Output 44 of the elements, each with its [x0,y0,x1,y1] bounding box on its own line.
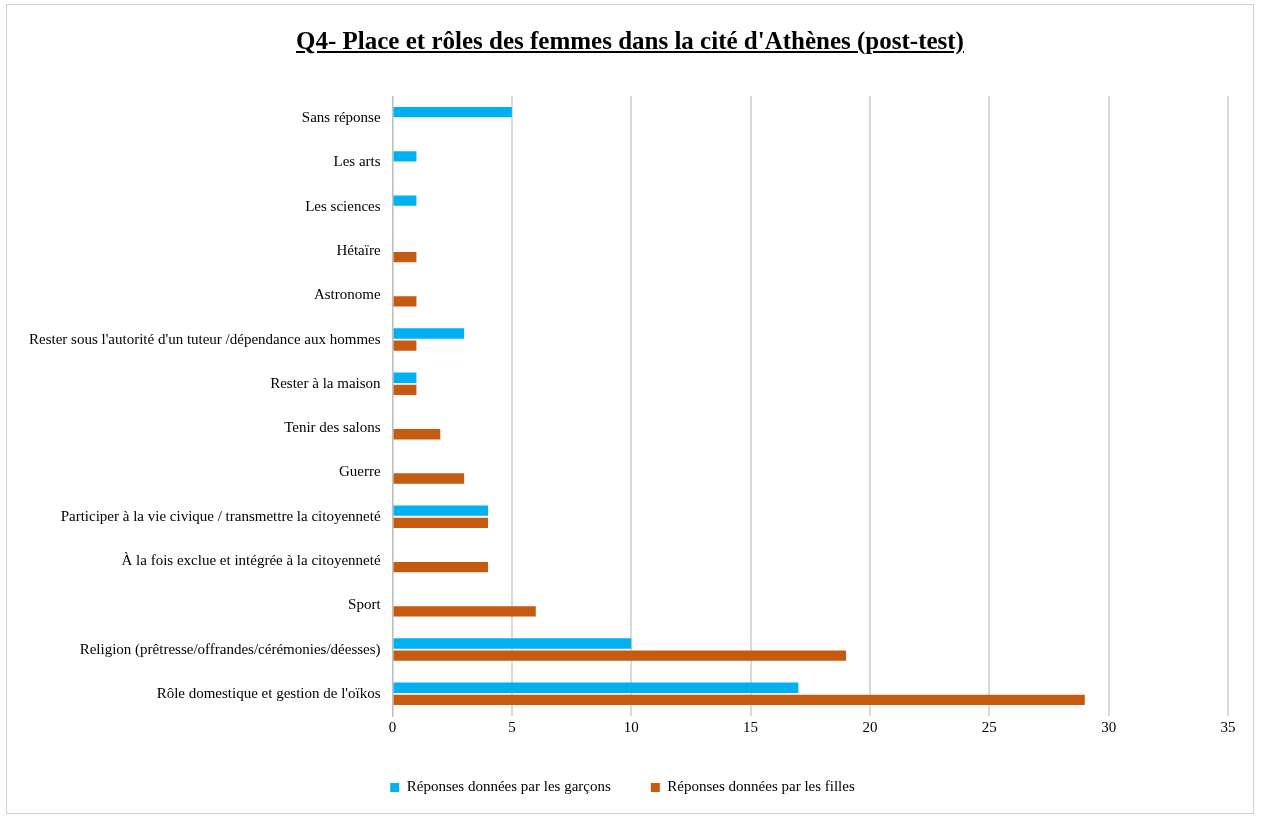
bar [393,296,417,307]
bar [393,505,489,516]
x-tick-label: 35 [1220,718,1236,735]
bar [393,251,417,263]
bar [393,650,847,661]
bar [393,151,417,162]
y-tick-label: Guerre [338,463,381,480]
bar [393,517,489,528]
bar [393,682,799,693]
x-tick-label: 15 [743,718,759,735]
x-tick-label: 25 [981,718,997,735]
chart-title: Q4- Place et rôles des femmes dans la cité d'Athènes (post-test) [295,27,965,55]
bar [393,372,417,383]
y-tick-label: Sans réponse [301,109,381,126]
y-tick-label: Rester à la maison [270,374,382,391]
bar [393,561,489,573]
bar [393,638,632,649]
y-tick-label: Rôle domestique et gestion de l'oïkos [156,684,381,701]
legend-label: Réponses données par les filles [667,778,855,795]
bar [393,384,417,396]
y-tick-label: Rester sous l'autorité d'un tuteur /dépendance aux hommes [29,330,381,347]
x-tick-label: 0 [388,718,397,735]
x-tick-label: 20 [862,718,878,735]
x-tick-label: 10 [623,718,639,735]
y-tick-label: Religion (prêtresse/offrandes/cérémonies/déesses) [79,640,381,658]
bar [393,606,536,617]
bar [393,106,512,118]
x-tick-label: 30 [1101,718,1117,735]
bar [393,195,417,206]
bar [393,429,441,440]
y-tick-label: Participer à la vie civique / transmettre la citoyenneté [60,507,381,524]
bar [393,694,1085,706]
legend-label: Réponses données par les garçons [406,778,611,795]
y-tick-label: Hétaïre [336,241,381,258]
y-tick-label: Tenir des salons [284,419,381,436]
bar [393,328,465,339]
y-tick-label: Les sciences [305,197,381,214]
y-tick-label: Les arts [333,153,381,170]
y-tick-label: À la fois exclue et intégrée à la citoyenneté [121,551,381,568]
x-tick-label: 5 [508,718,516,735]
y-tick-label: Sport [348,596,382,613]
bar [393,473,465,484]
bar [393,340,417,351]
y-tick-label: Astronome [313,286,381,303]
